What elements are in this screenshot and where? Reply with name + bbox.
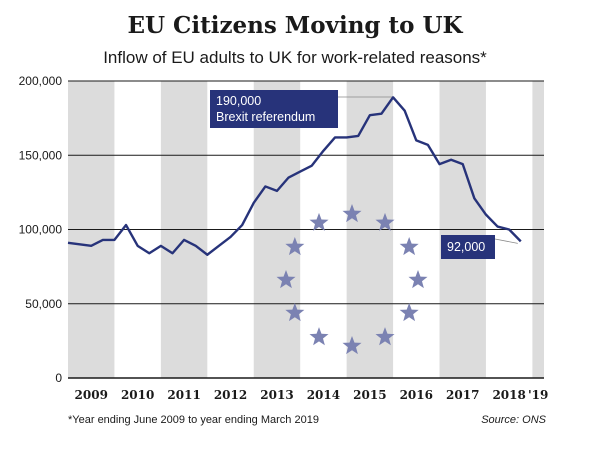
star-icon (285, 237, 305, 256)
x-tick-label: 2012 (214, 388, 247, 402)
x-tick-label: 2018 (492, 388, 525, 402)
annotation-label: 190,000 (216, 94, 261, 108)
annotation-label: Brexit referendum (216, 110, 315, 124)
y-tick-label: 150,000 (19, 148, 63, 162)
star-icon (408, 270, 428, 289)
x-tick-label: 2015 (353, 388, 386, 402)
y-tick-label: 200,000 (19, 74, 63, 88)
annotation-label: 92,000 (447, 240, 485, 254)
x-tick-label: 2014 (307, 388, 340, 402)
star-icon (342, 204, 362, 223)
star-icon (375, 212, 395, 231)
y-axis-ticks: 0 50,000 100,000 150,000 200,000 (19, 74, 63, 385)
star-icon (375, 327, 395, 346)
x-axis-ticks: 2009 2010 2011 2012 2013 2014 2015 2016 2017 2018… (75, 388, 549, 402)
x-tick-label: 2009 (75, 388, 108, 402)
x-tick-label: 2016 (400, 388, 433, 402)
eu-stars-decoration (276, 204, 428, 355)
source-note: Source: ONS (481, 414, 546, 426)
star-icon (276, 270, 296, 289)
star-icon (309, 327, 329, 346)
x-tick-label: 2011 (167, 388, 200, 402)
x-tick-label: 2010 (121, 388, 154, 402)
x-tick-label: 2013 (260, 388, 293, 402)
y-tick-label: 0 (55, 371, 62, 385)
footnote: *Year ending June 2009 to year ending Ma… (68, 414, 319, 426)
star-icon (399, 303, 419, 322)
star-icon (342, 336, 362, 355)
x-tick-label: '19 (528, 388, 548, 402)
chart-subtitle: Inflow of EU adults to UK for work-relat… (103, 48, 487, 67)
x-tick-label: 2017 (446, 388, 479, 402)
annotations: 190,000 Brexit referendum 92,000 (210, 90, 495, 259)
annotation-box (210, 90, 338, 128)
star-icon (309, 212, 329, 231)
gridlines (68, 80, 544, 379)
star-icon (399, 237, 419, 256)
y-tick-label: 100,000 (19, 223, 63, 237)
annotation-box (441, 235, 495, 259)
series-line (67, 96, 522, 256)
chart-title: EU Citizens Moving to UK (127, 12, 463, 39)
star-icon (285, 303, 305, 322)
annotation-leaders (338, 96, 518, 244)
annotation-leader (494, 238, 518, 244)
y-tick-label: 50,000 (25, 297, 62, 311)
